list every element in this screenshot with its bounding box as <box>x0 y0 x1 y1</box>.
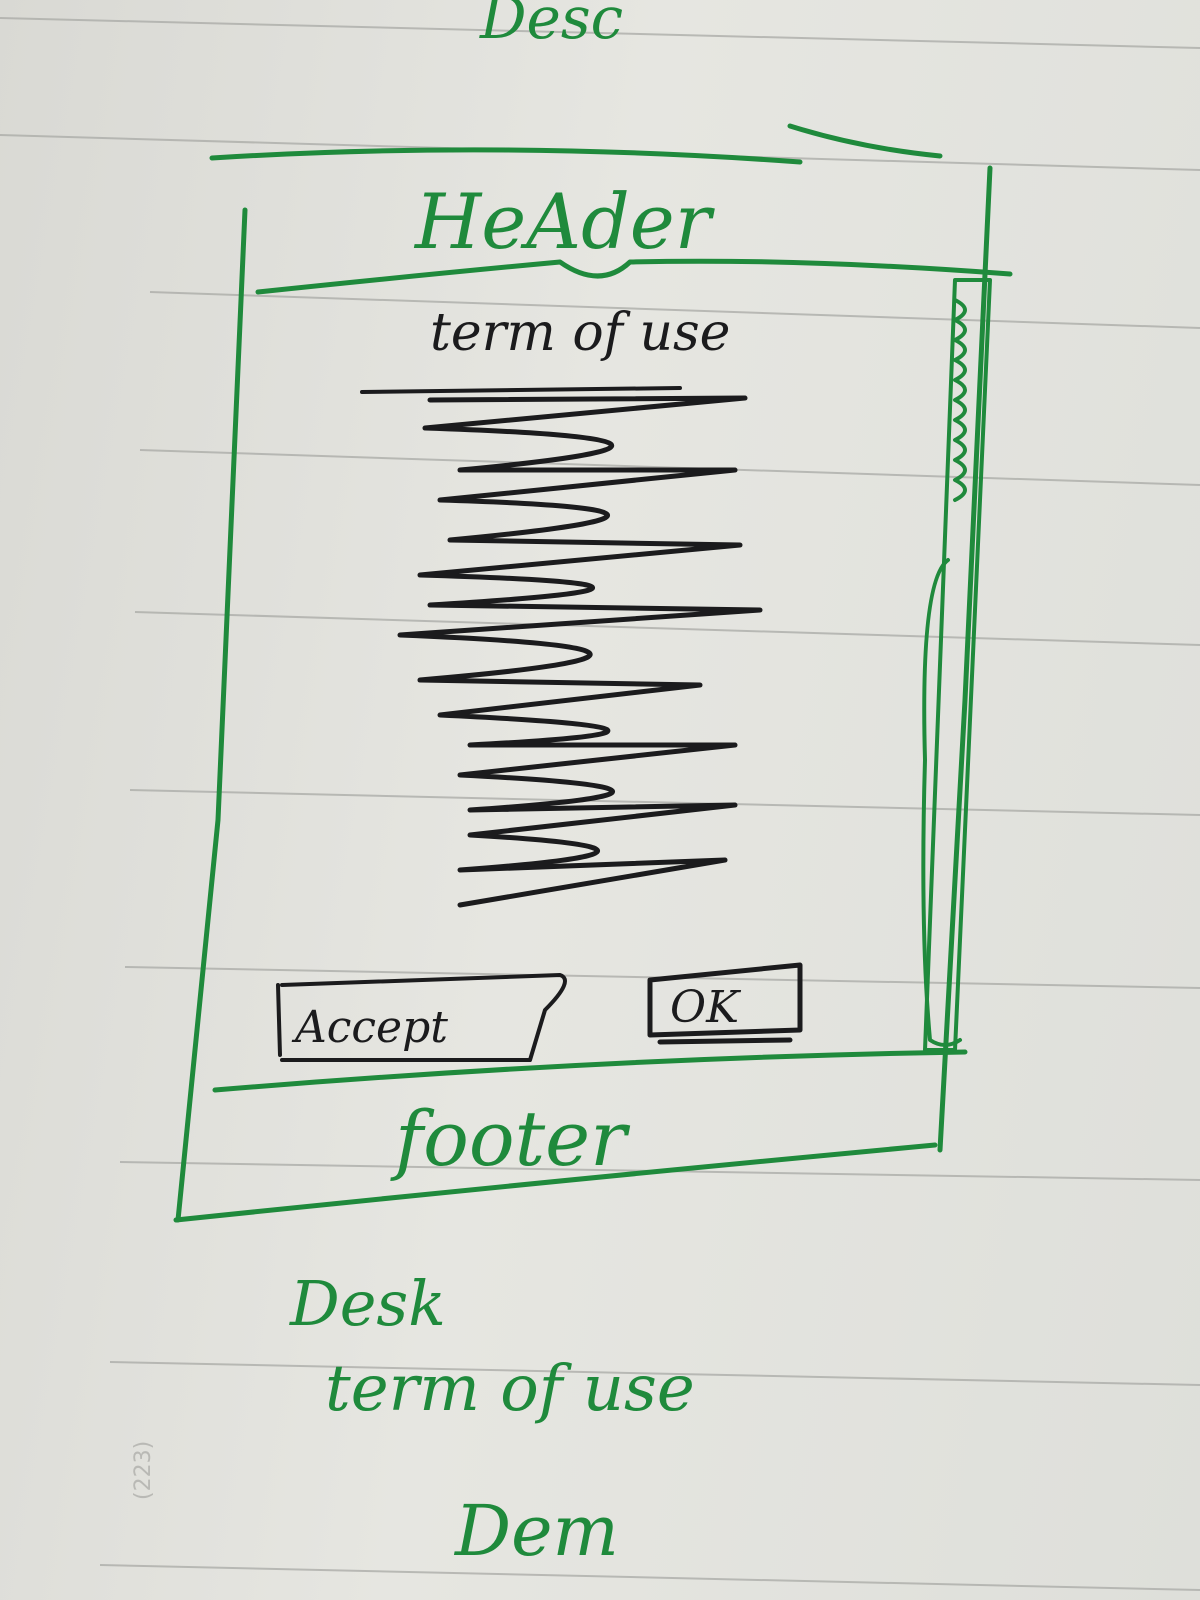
bottom-note-3: Dem <box>453 1490 619 1572</box>
title-underline <box>360 386 682 394</box>
rule-lines <box>0 17 1200 1591</box>
footer-label: footer <box>390 1094 631 1183</box>
bottom-note-2: term of use <box>325 1352 695 1426</box>
scribble-text-icon <box>397 395 763 908</box>
top-note: Desc <box>479 0 623 52</box>
bottom-note-1: Desk <box>289 1267 446 1340</box>
footer-divider <box>212 1049 968 1093</box>
accept-button-label: Accept <box>291 1002 448 1053</box>
header-region: HeAder <box>255 177 1013 295</box>
content-title: term of use <box>430 303 730 363</box>
wireframe-frame <box>173 123 993 1223</box>
header-label: HeAder <box>413 177 716 266</box>
accept-button[interactable]: Accept <box>276 973 567 1062</box>
ok-button-label: OK <box>670 982 741 1033</box>
margin-mark: (223) <box>131 1441 156 1500</box>
ok-button[interactable]: OK <box>647 962 803 1045</box>
